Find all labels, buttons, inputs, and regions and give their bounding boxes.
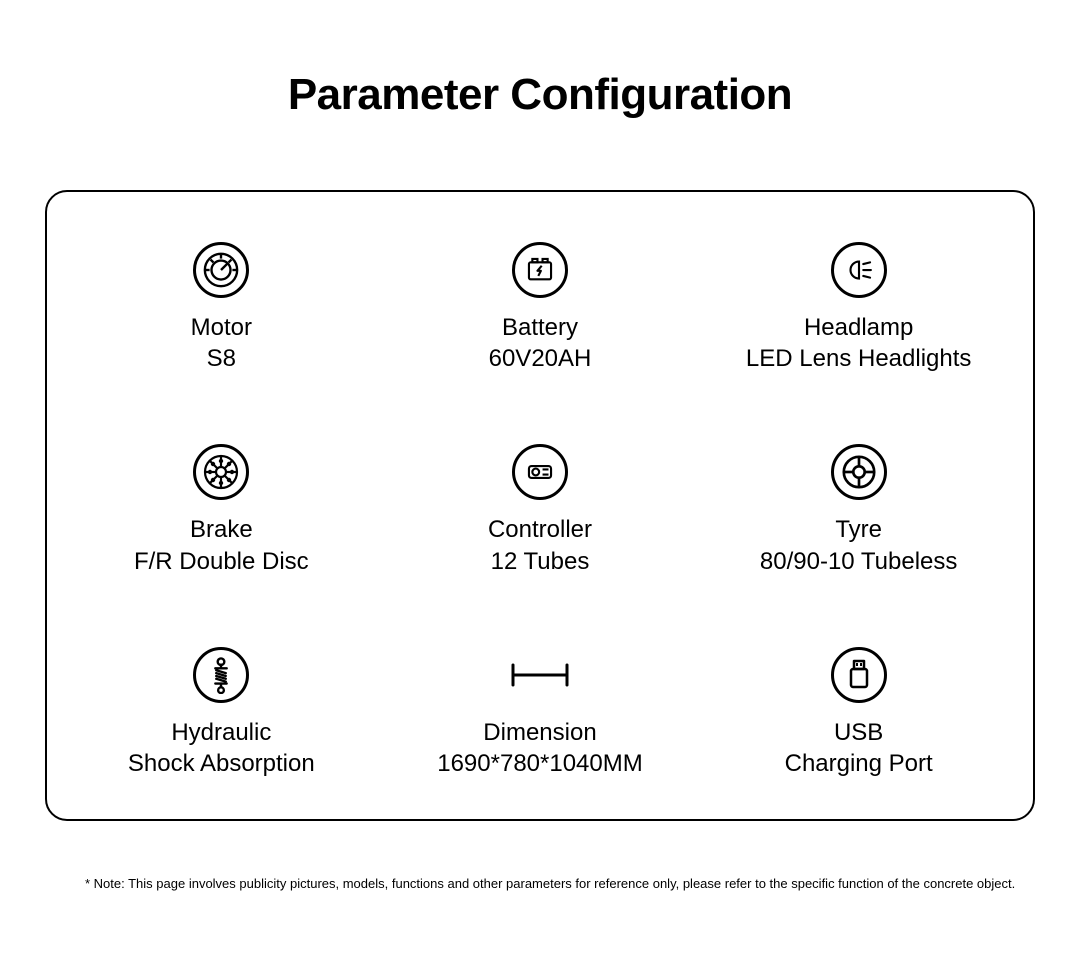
- spec-label: Tyre: [835, 514, 882, 545]
- spec-label: Hydraulic: [171, 717, 271, 748]
- spec-value: Shock Absorption: [128, 748, 315, 779]
- spec-value: 12 Tubes: [491, 546, 590, 577]
- dimension-icon: [505, 647, 575, 703]
- suspension-icon: [193, 647, 249, 703]
- spec-brake: Brake F/R Double Disc: [67, 444, 376, 576]
- footnote: * Note: This page involves publicity pic…: [45, 876, 1035, 891]
- spec-value: LED Lens Headlights: [746, 343, 971, 374]
- spec-motor: Motor S8: [67, 242, 376, 374]
- spec-usb: USB Charging Port: [704, 647, 1013, 779]
- spec-label: Headlamp: [804, 312, 913, 343]
- spec-dimension: Dimension 1690*780*1040MM: [386, 647, 695, 779]
- spec-label: USB: [834, 717, 883, 748]
- spec-label: Battery: [502, 312, 578, 343]
- battery-icon: [512, 242, 568, 298]
- tyre-icon: [831, 444, 887, 500]
- spec-controller: Controller 12 Tubes: [386, 444, 695, 576]
- spec-value: F/R Double Disc: [134, 546, 309, 577]
- spec-label: Dimension: [483, 717, 596, 748]
- usb-icon: [831, 647, 887, 703]
- page-title: Parameter Configuration: [45, 70, 1035, 120]
- spec-tyre: Tyre 80/90-10 Tubeless: [704, 444, 1013, 576]
- specs-panel: Motor S8 Battery 60V20AH: [45, 190, 1035, 821]
- spec-value: 80/90-10 Tubeless: [760, 546, 957, 577]
- page: Parameter Configuration Motor S8: [0, 0, 1080, 891]
- spec-label: Brake: [190, 514, 253, 545]
- spec-value: S8: [207, 343, 236, 374]
- spec-value: Charging Port: [785, 748, 933, 779]
- spec-battery: Battery 60V20AH: [386, 242, 695, 374]
- spec-suspension: Hydraulic Shock Absorption: [67, 647, 376, 779]
- spec-value: 1690*780*1040MM: [437, 748, 643, 779]
- spec-label: Controller: [488, 514, 592, 545]
- headlamp-icon: [831, 242, 887, 298]
- spec-value: 60V20AH: [489, 343, 592, 374]
- spec-label: Motor: [191, 312, 252, 343]
- controller-icon: [512, 444, 568, 500]
- motor-icon: [193, 242, 249, 298]
- spec-headlamp: Headlamp LED Lens Headlights: [704, 242, 1013, 374]
- brake-icon: [193, 444, 249, 500]
